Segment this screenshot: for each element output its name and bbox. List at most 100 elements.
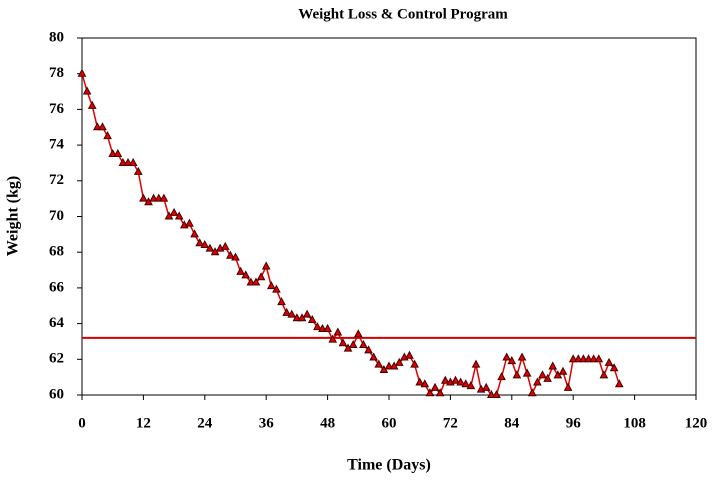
x-tick-label: 24 (197, 415, 213, 431)
data-point (486, 389, 496, 398)
data-point (154, 193, 164, 202)
data-point (394, 357, 404, 366)
data-point (497, 372, 506, 381)
data-point (456, 377, 465, 386)
data-point (108, 148, 118, 158)
data-point (185, 218, 194, 227)
data-point (348, 339, 358, 349)
data-point (313, 322, 322, 331)
data-point (292, 313, 302, 322)
data-point (323, 323, 332, 332)
data-point (507, 356, 517, 365)
data-point (333, 327, 343, 336)
x-tick-label: 36 (259, 415, 275, 431)
data-point (82, 86, 92, 95)
x-tick-label: 120 (685, 415, 708, 431)
y-tick-label: 64 (49, 315, 65, 331)
data-point (98, 122, 107, 131)
data-point (149, 193, 158, 202)
data-point (538, 370, 547, 379)
x-tick-label: 0 (78, 415, 86, 431)
y-tick-label: 74 (49, 137, 65, 153)
x-tick-label: 48 (320, 415, 335, 431)
data-point (133, 166, 143, 175)
data-point (118, 157, 128, 166)
y-tick-label: 62 (49, 351, 64, 367)
data-point (200, 240, 210, 249)
data-point (359, 339, 368, 349)
data-point (614, 379, 624, 388)
data-point (604, 357, 614, 366)
y-tick-label: 76 (49, 101, 65, 117)
data-point (277, 297, 286, 306)
data-point (169, 207, 179, 216)
data-point (481, 382, 491, 391)
data-point (573, 354, 583, 363)
x-tick-label: 12 (136, 415, 151, 431)
data-point (410, 359, 419, 368)
data-point (93, 122, 102, 131)
data-point (527, 388, 537, 397)
data-point (307, 314, 317, 324)
data-point (205, 243, 215, 252)
data-point (174, 211, 184, 220)
data-point (246, 277, 256, 286)
x-tick-label: 96 (566, 415, 582, 431)
x-tick-label: 108 (623, 415, 646, 431)
data-point (374, 359, 384, 368)
data-point (369, 352, 378, 361)
data-point (384, 361, 394, 370)
data-point (251, 277, 261, 286)
data-point (282, 307, 292, 316)
data-point (435, 388, 445, 397)
data-point (226, 250, 235, 259)
data-point (471, 359, 481, 368)
data-point (123, 157, 133, 166)
data-point (338, 338, 348, 347)
data-point (584, 354, 593, 363)
y-tick-label: 80 (49, 29, 64, 45)
y-axis-label: Weight (kg) (5, 176, 22, 256)
x-axis-label: Time (Days) (347, 457, 431, 474)
data-point (195, 238, 205, 247)
data-point (548, 361, 558, 370)
data-point (558, 366, 568, 375)
data-point (353, 329, 363, 338)
data-point (236, 266, 245, 275)
data-point (405, 350, 414, 359)
y-tick-label: 72 (49, 172, 64, 188)
data-point (425, 388, 435, 397)
data-point (420, 379, 430, 388)
data-point (231, 252, 240, 261)
data-point (272, 284, 281, 293)
chart-title: Weight Loss & Control Program (298, 6, 508, 22)
data-point (533, 377, 542, 386)
data-point (266, 281, 276, 290)
data-point (563, 382, 573, 391)
data-point (609, 363, 619, 372)
data-point (328, 334, 338, 343)
data-point (415, 377, 425, 386)
data-point (502, 352, 512, 361)
data-point (594, 354, 604, 363)
data-point (512, 370, 522, 379)
data-point (103, 131, 112, 140)
data-point (568, 354, 578, 363)
data-point (543, 373, 552, 382)
data-point (579, 354, 588, 363)
y-tick-label: 70 (49, 208, 64, 224)
data-point (466, 381, 476, 390)
y-tick-label: 66 (49, 279, 65, 295)
data-point (451, 375, 460, 384)
data-point (430, 382, 440, 391)
data-point (241, 270, 251, 279)
data-point (159, 193, 169, 202)
data-point (440, 375, 450, 384)
data-point (87, 100, 97, 109)
data-point (77, 68, 87, 77)
x-tick-label: 60 (382, 415, 397, 431)
data-point (261, 261, 271, 270)
data-point (190, 229, 199, 238)
